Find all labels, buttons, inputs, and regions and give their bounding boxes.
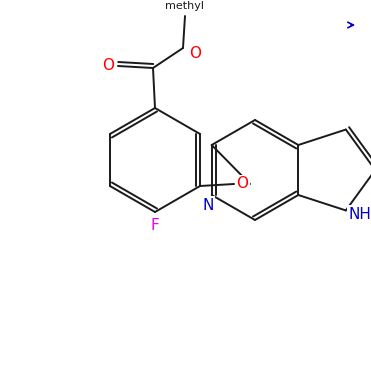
- Text: O: O: [102, 58, 114, 74]
- Text: O: O: [236, 176, 248, 192]
- Text: O: O: [189, 47, 201, 61]
- Text: N: N: [202, 198, 213, 212]
- Text: methyl: methyl: [165, 1, 204, 11]
- Text: NH: NH: [348, 207, 371, 222]
- Text: F: F: [151, 219, 160, 233]
